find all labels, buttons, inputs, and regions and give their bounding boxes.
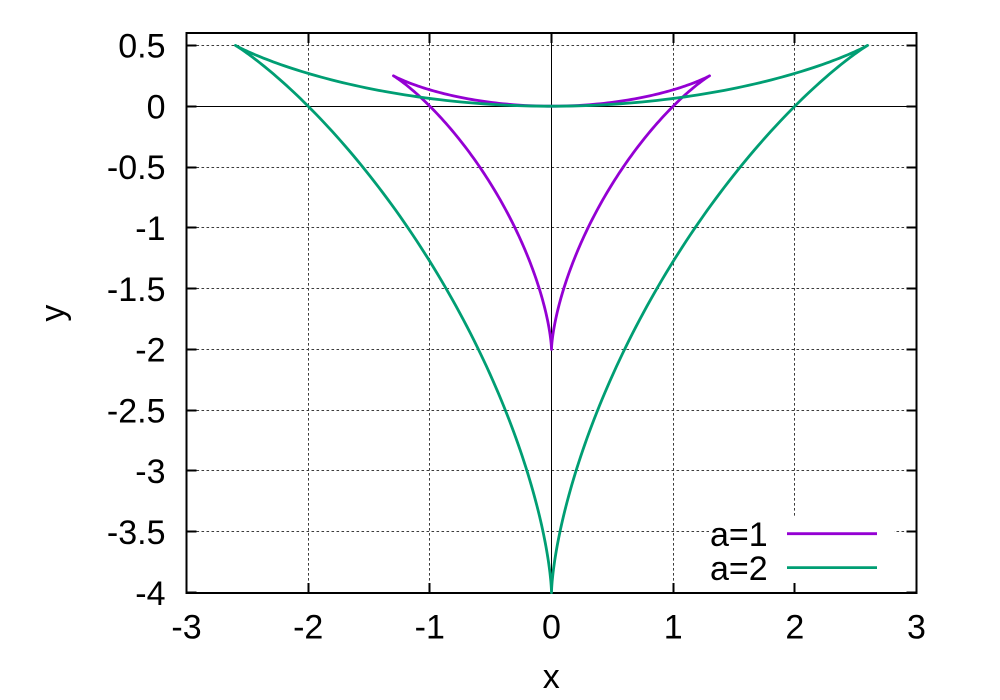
svg-text:-0.5: -0.5: [107, 149, 166, 187]
svg-text:2: 2: [785, 609, 804, 647]
svg-text:0: 0: [147, 88, 166, 126]
svg-text:-3.5: -3.5: [107, 514, 166, 552]
svg-text:-3: -3: [171, 609, 201, 647]
svg-text:a=1: a=1: [710, 516, 768, 554]
svg-text:-1.5: -1.5: [107, 271, 166, 309]
svg-text:y: y: [34, 305, 72, 322]
svg-text:1: 1: [664, 609, 683, 647]
svg-text:0: 0: [542, 609, 561, 647]
svg-text:-4: -4: [135, 575, 165, 613]
svg-text:-3: -3: [135, 453, 165, 491]
svg-text:0.5: 0.5: [118, 28, 165, 66]
svg-text:a=2: a=2: [710, 550, 768, 588]
svg-text:-1: -1: [415, 609, 445, 647]
svg-text:-2: -2: [135, 332, 165, 370]
svg-text:3: 3: [907, 609, 926, 647]
svg-text:-2: -2: [293, 609, 323, 647]
svg-text:-1: -1: [135, 210, 165, 248]
svg-text:-2.5: -2.5: [107, 392, 166, 430]
svg-text:x: x: [543, 658, 560, 696]
